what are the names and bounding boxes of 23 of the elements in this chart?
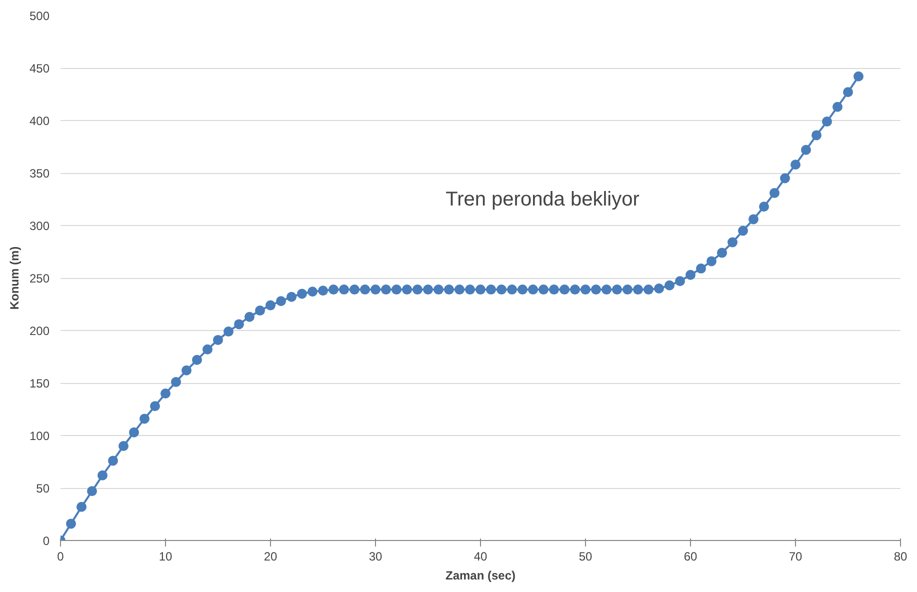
y-tick-label: 150 xyxy=(29,376,50,390)
annotation: Tren peronda bekliyor xyxy=(446,188,640,210)
x-tick-label: 20 xyxy=(264,550,278,564)
y-tick-label: 400 xyxy=(29,114,50,128)
y-tick-label: 300 xyxy=(29,219,50,233)
y-tick-label: 200 xyxy=(29,324,50,338)
x-tick-label: 40 xyxy=(474,550,488,564)
y-tick-label: 250 xyxy=(29,272,50,286)
y-tick-label: 500 xyxy=(29,9,50,23)
x-axis-title: Zaman (sec) xyxy=(445,568,516,582)
x-tick-label: 0 xyxy=(57,550,64,564)
x-tick-label: 70 xyxy=(788,550,802,564)
x-tick-label: 60 xyxy=(684,550,698,564)
y-tick-label: 350 xyxy=(29,166,50,180)
y-tick-label: 450 xyxy=(29,62,50,76)
x-tick-label: 10 xyxy=(158,550,172,564)
x-tick-label: 30 xyxy=(368,550,382,564)
y-axis-title: Konum (m) xyxy=(7,246,22,310)
x-tick-label: 50 xyxy=(578,550,592,564)
y-tick-label: 50 xyxy=(36,482,50,496)
y-tick-label: 0 xyxy=(42,534,50,548)
x-tick-label: 80 xyxy=(894,550,908,564)
y-tick-label: 100 xyxy=(29,429,50,443)
